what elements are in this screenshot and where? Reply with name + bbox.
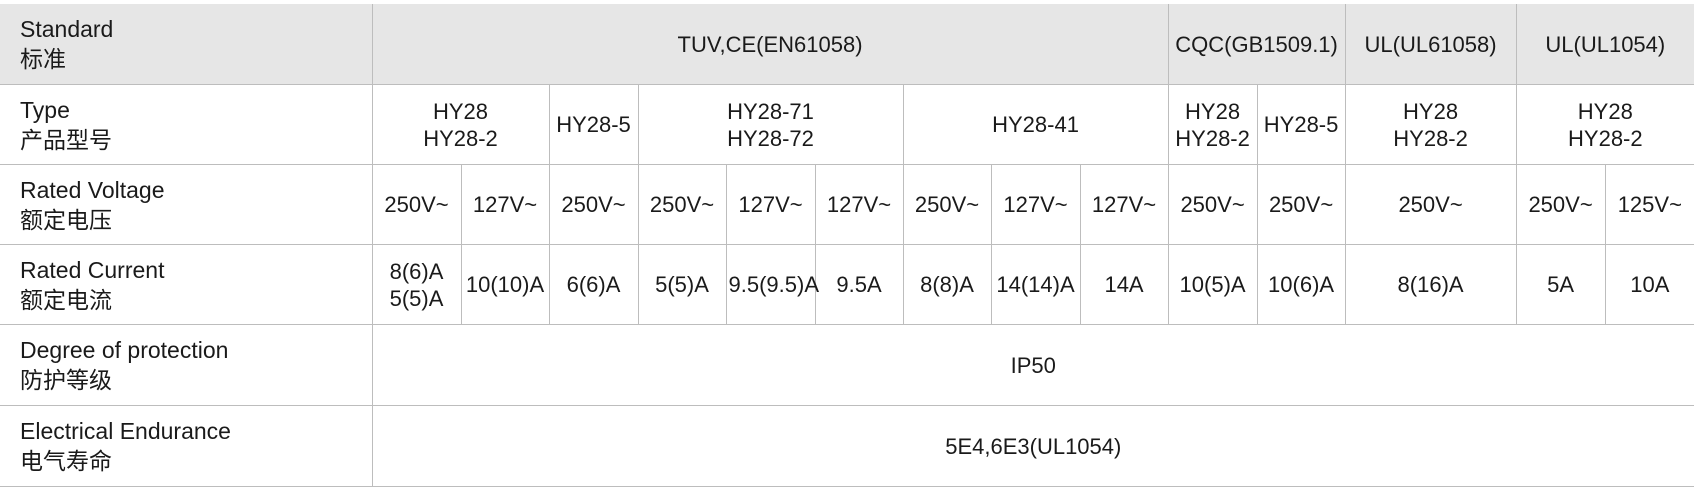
standard-cell: UL(UL1054) <box>1515 4 1695 85</box>
voltage-cell: 125V~ <box>1604 164 1695 245</box>
type-line: HY28-71 <box>727 98 814 124</box>
current-cell: 8(8)A <box>902 244 992 325</box>
type-cell: HY28-5 <box>1256 84 1346 165</box>
row-label-current: Rated Current 额定电流 <box>0 244 373 325</box>
type-cell: HY28-5 <box>548 84 639 165</box>
voltage-cell: 250V~ <box>902 164 992 245</box>
voltage-cell: 250V~ <box>1344 164 1517 245</box>
type-cell: HY28-71 HY28-72 <box>637 84 904 165</box>
row-label-standard: Standard 标准 <box>0 4 373 85</box>
label-en: Rated Current <box>20 256 165 283</box>
endurance-value: 5E4,6E3(UL1054) <box>371 405 1695 487</box>
current-line: 5(5)A <box>389 285 444 311</box>
type-line: HY28-2 <box>1175 125 1250 151</box>
voltage-cell: 127V~ <box>814 164 904 245</box>
standard-cell: UL(UL61058) <box>1344 4 1517 85</box>
type-line: HY28-2 <box>423 125 498 151</box>
type-line: HY28 <box>1577 98 1633 124</box>
label-en: Degree of protection <box>20 337 229 363</box>
type-line: HY28-72 <box>727 125 814 151</box>
current-cell: 5(5)A <box>637 244 727 325</box>
type-line: HY28-5 <box>1263 112 1339 137</box>
standard-cell: TUV,CE(EN61058) <box>371 4 1169 85</box>
row-label-voltage: Rated Voltage 额定电压 <box>0 164 373 245</box>
voltage-cell: 250V~ <box>371 164 462 245</box>
current-cell: 10(10)A <box>460 244 550 325</box>
voltage-cell: 127V~ <box>1079 164 1169 245</box>
type-cell: HY28 HY28-2 <box>1344 84 1517 165</box>
row-label-endurance: Electrical Endurance 电气寿命 <box>0 405 373 487</box>
table-row-voltage: Rated Voltage 额定电压 250V~ 127V~ 250V~ 250… <box>0 164 1695 245</box>
voltage-cell: 127V~ <box>725 164 816 245</box>
type-line: HY28-2 <box>1393 125 1468 151</box>
voltage-cell: 250V~ <box>1167 164 1258 245</box>
current-cell: 10A <box>1604 244 1695 325</box>
protection-value: IP50 <box>371 324 1695 406</box>
type-line: HY28 <box>1403 98 1459 124</box>
type-line: HY28 <box>432 98 489 124</box>
label-cn: 防护等级 <box>20 367 112 393</box>
type-line: HY28-5 <box>556 112 631 137</box>
label-cn: 额定电压 <box>20 206 112 233</box>
current-line: 8(6)A <box>389 258 444 284</box>
label-en: Type <box>20 96 70 123</box>
spec-table: Standard 标准 TUV,CE(EN61058) CQC(GB1509.1… <box>0 4 1695 487</box>
type-line: HY28 <box>1185 98 1241 124</box>
label-cn: 额定电流 <box>20 286 112 313</box>
table-row-protection: Degree of protection 防护等级 IP50 <box>0 324 1695 406</box>
row-label-type: Type 产品型号 <box>0 84 373 165</box>
type-cell: HY28 HY28-2 <box>1515 84 1695 165</box>
current-cell: 10(6)A <box>1256 244 1346 325</box>
type-line: HY28-41 <box>992 112 1079 137</box>
voltage-cell: 127V~ <box>990 164 1081 245</box>
voltage-cell: 250V~ <box>548 164 639 245</box>
table-row-standard: Standard 标准 TUV,CE(EN61058) CQC(GB1509.1… <box>0 4 1695 85</box>
type-cell: HY28 HY28-2 <box>371 84 550 165</box>
current-cell: 8(6)A 5(5)A <box>371 244 462 325</box>
voltage-cell: 127V~ <box>460 164 550 245</box>
row-label-protection: Degree of protection 防护等级 <box>0 324 373 406</box>
standard-cell: CQC(GB1509.1) <box>1167 4 1346 85</box>
type-line: HY28-2 <box>1568 125 1643 151</box>
current-cell: 14A <box>1079 244 1169 325</box>
label-en: Electrical Endurance <box>20 418 231 444</box>
current-cell: 10(5)A <box>1167 244 1258 325</box>
table-row-current: Rated Current 额定电流 8(6)A 5(5)A 10(10)A 6… <box>0 244 1695 325</box>
label-en: Standard <box>20 16 114 42</box>
label-cn: 电气寿命 <box>20 448 112 474</box>
voltage-cell: 250V~ <box>1256 164 1346 245</box>
voltage-cell: 250V~ <box>1515 164 1606 245</box>
table-row-type: Type 产品型号 HY28 HY28-2 HY28-5 HY28-71 HY2… <box>0 84 1695 165</box>
label-cn: 产品型号 <box>20 126 112 153</box>
current-cell: 14(14)A <box>990 244 1081 325</box>
table-row-endurance: Electrical Endurance 电气寿命 5E4,6E3(UL1054… <box>0 405 1695 487</box>
current-cell: 9.5(9.5)A <box>725 244 819 325</box>
current-cell: 6(6)A <box>548 244 639 325</box>
type-cell: HY28 HY28-2 <box>1167 84 1258 165</box>
label-en: Rated Voltage <box>20 176 165 203</box>
voltage-cell: 250V~ <box>637 164 727 245</box>
current-cell: 8(16)A <box>1344 244 1517 325</box>
current-cell: 5A <box>1515 244 1606 325</box>
type-cell: HY28-41 <box>902 84 1169 165</box>
current-cell: 9.5A <box>814 244 904 325</box>
label-cn: 标准 <box>20 46 66 72</box>
